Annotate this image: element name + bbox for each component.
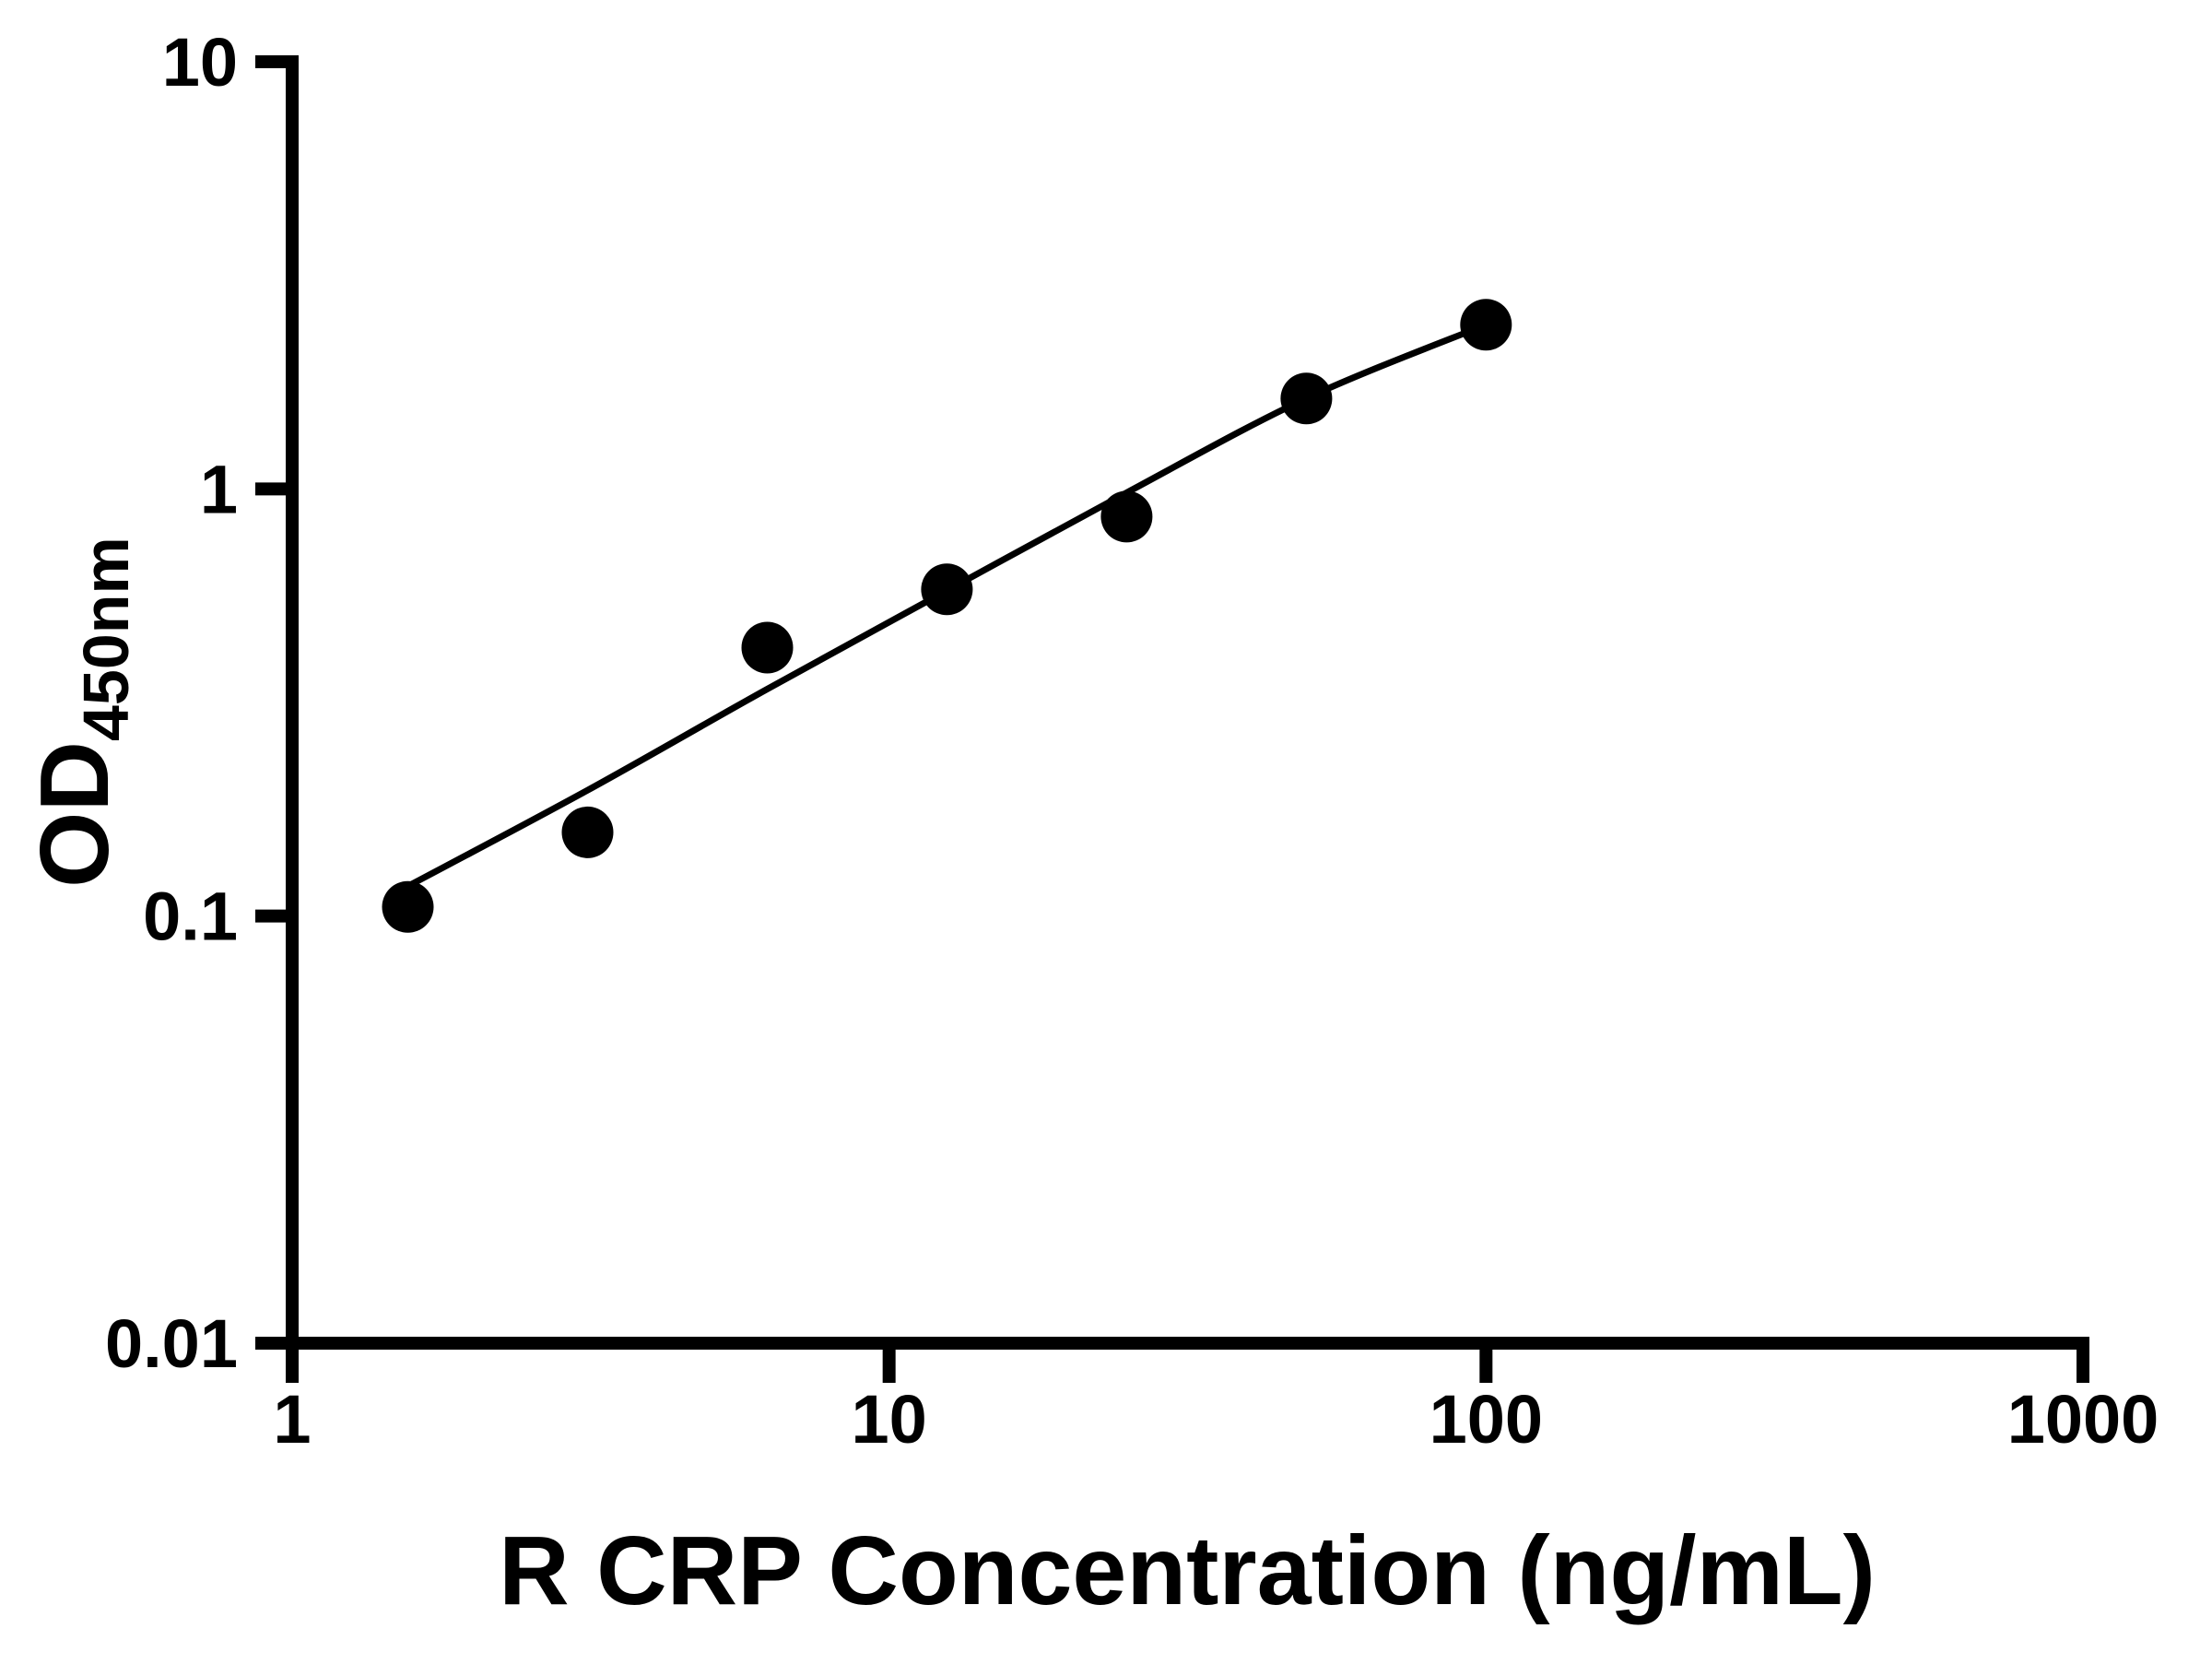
y-axis-ticks: 10 1 0.1 0.01	[105, 24, 292, 1382]
y-axis-label: OD450nm	[20, 537, 142, 888]
x-tick-label: 1	[273, 1381, 311, 1457]
y-axis-label-subscript: 450nm	[70, 537, 142, 741]
x-tick-label: 1000	[2007, 1381, 2159, 1457]
data-point	[561, 806, 614, 858]
y-tick-label: 1	[200, 451, 238, 527]
y-axis-label-main: OD	[20, 741, 129, 888]
data-point	[921, 563, 973, 616]
x-tick-label: 10	[852, 1381, 927, 1457]
y-tick-label: 10	[162, 24, 238, 100]
data-point	[1460, 299, 1512, 351]
data-point	[741, 621, 794, 674]
data-point	[1100, 490, 1153, 543]
data-points	[382, 299, 1512, 933]
data-point	[382, 880, 434, 933]
x-axis-title: R CRP Concentration (ng/mL)	[499, 1516, 1876, 1625]
y-tick-label: 0.1	[143, 879, 238, 955]
axes	[286, 55, 2089, 1350]
y-tick-label: 0.01	[105, 1305, 238, 1382]
x-tick-label: 100	[1430, 1381, 1543, 1457]
data-point	[1280, 372, 1333, 425]
x-axis-ticks: 1 10 100 1000	[273, 1343, 2159, 1457]
